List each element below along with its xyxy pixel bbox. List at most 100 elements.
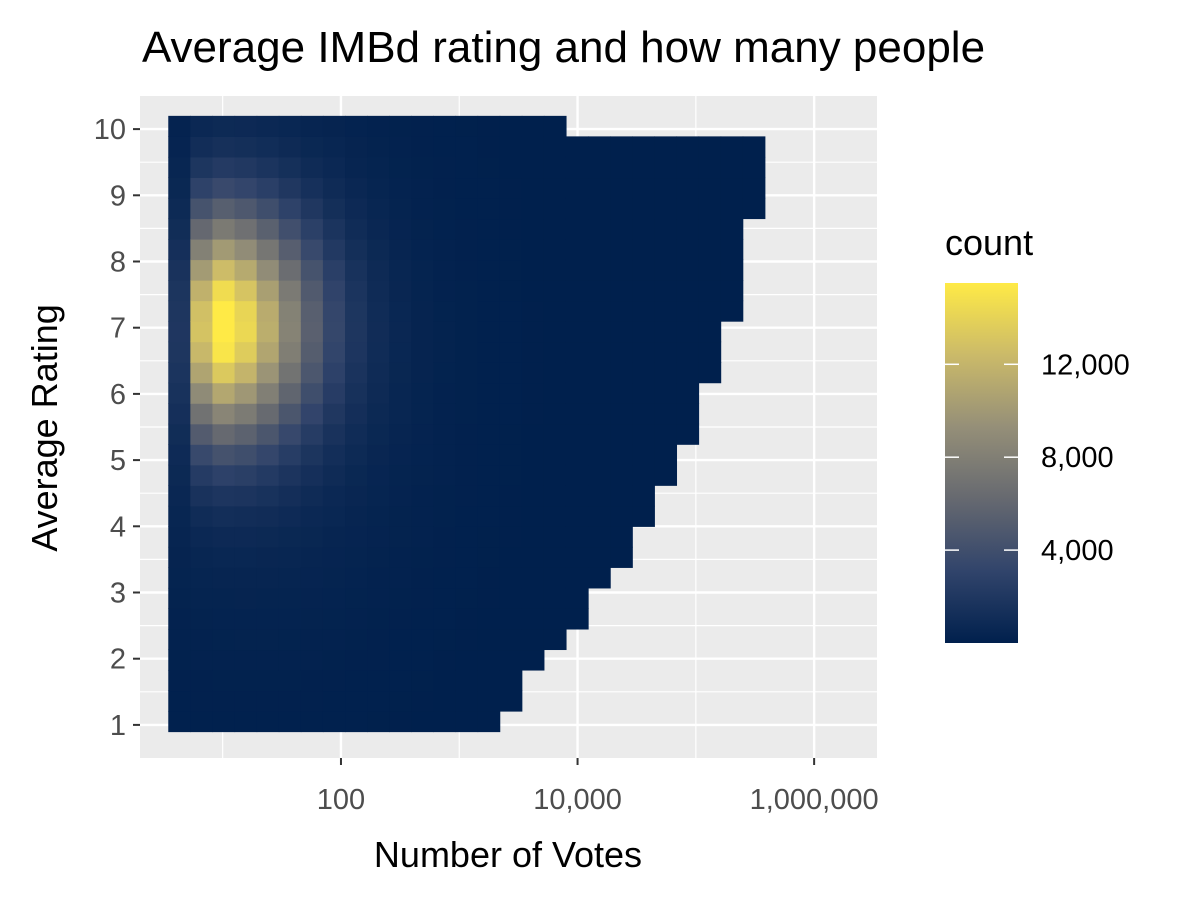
heatmap-tile: [632, 423, 655, 445]
heatmap-tile: [477, 259, 501, 281]
heatmap-tile: [168, 238, 191, 261]
heatmap-tile: [322, 238, 346, 261]
heatmap-tile: [278, 567, 302, 589]
heatmap-tile: [676, 382, 700, 404]
heatmap-tile: [411, 690, 434, 712]
heatmap-tile: [433, 382, 457, 404]
heatmap-tile: [698, 136, 722, 158]
heatmap-tile: [300, 649, 324, 671]
heatmap-tile: [212, 690, 236, 712]
heatmap-tile: [676, 197, 700, 220]
x-tick-label: 100: [317, 784, 365, 816]
heatmap-tile: [367, 608, 390, 630]
heatmap-tile: [676, 423, 700, 445]
heatmap-tile: [300, 587, 324, 609]
heatmap-tile: [588, 485, 611, 507]
heatmap-tile: [256, 238, 280, 261]
heatmap-tile: [632, 505, 655, 527]
heatmap-tile: [588, 280, 611, 302]
heatmap-tile: [565, 546, 589, 568]
legend-tick-label: 12,000: [1041, 349, 1130, 381]
heatmap-tile: [168, 649, 191, 671]
heatmap-tile: [212, 669, 236, 692]
heatmap-tile: [212, 546, 236, 568]
heatmap-tile: [322, 300, 346, 322]
heatmap-tile: [190, 238, 214, 261]
heatmap-tile: [168, 382, 191, 404]
heatmap-tile: [433, 115, 457, 137]
heatmap-tile: [610, 362, 633, 384]
heatmap-tile: [190, 321, 214, 343]
heatmap-tile: [499, 485, 523, 507]
chart-title: Average IMBd rating and how many people: [142, 23, 985, 72]
heatmap-tile: [543, 177, 567, 199]
heatmap-tile: [477, 485, 501, 507]
heatmap-tile: [212, 649, 236, 671]
heatmap-tile: [720, 177, 744, 199]
heatmap-tile: [234, 238, 258, 261]
heatmap-tile: [212, 197, 236, 220]
heatmap-tile: [212, 136, 236, 158]
heatmap-tile: [455, 628, 479, 651]
heatmap-tile: [565, 526, 589, 548]
heatmap-tile: [433, 690, 457, 712]
heatmap-tile: [455, 362, 479, 384]
heatmap-tile: [190, 444, 214, 466]
heatmap-tile: [543, 505, 567, 527]
heatmap-tile: [632, 136, 655, 158]
heatmap-tile: [543, 628, 567, 651]
heatmap-tile: [543, 526, 567, 548]
heatmap-tile: [278, 628, 302, 651]
heatmap-tile: [698, 362, 722, 384]
heatmap-tile: [212, 505, 236, 527]
heatmap-tile: [543, 608, 567, 630]
heatmap-tile: [256, 423, 280, 445]
heatmap-tile: [610, 464, 633, 486]
heatmap-tile: [278, 197, 302, 220]
heatmap-tile: [256, 444, 280, 466]
heatmap-tile: [256, 177, 280, 199]
heatmap-tile: [234, 567, 258, 589]
heatmap-tile: [588, 546, 611, 568]
heatmap-tile: [411, 259, 434, 281]
heatmap-tile: [389, 690, 412, 712]
heatmap-tile: [389, 382, 412, 404]
heatmap-tile: [455, 669, 479, 692]
heatmap-tile: [190, 526, 214, 548]
heatmap-tile: [588, 218, 611, 240]
heatmap-tile: [477, 669, 501, 692]
heatmap-tile: [256, 403, 280, 425]
heatmap-tile: [543, 403, 567, 425]
heatmap-tile: [367, 321, 390, 343]
heatmap-tile: [433, 526, 457, 548]
heatmap-tile: [300, 628, 324, 651]
heatmap-tile: [565, 156, 589, 179]
heatmap-tile: [565, 587, 589, 609]
heatmap-tile: [345, 362, 368, 384]
heatmap-tile: [521, 587, 545, 609]
heatmap-tile: [300, 197, 324, 220]
heatmap-tile: [543, 423, 567, 445]
heatmap-tile: [565, 423, 589, 445]
heatmap-tile: [389, 341, 412, 363]
heatmap-tile: [190, 403, 214, 425]
heatmap-tile: [543, 218, 567, 240]
heatmap-tile: [698, 259, 722, 281]
heatmap-tile: [543, 197, 567, 220]
heatmap-tile: [367, 505, 390, 527]
heatmap-tile: [499, 280, 523, 302]
heatmap-tile: [389, 444, 412, 466]
heatmap-tile: [676, 300, 700, 322]
heatmap-tile: [389, 649, 412, 671]
heatmap-tile: [322, 382, 346, 404]
heatmap-tile: [632, 238, 655, 261]
heatmap-tile: [654, 280, 678, 302]
heatmap-tile: [345, 587, 368, 609]
heatmap-tile: [168, 546, 191, 568]
heatmap-tile: [345, 669, 368, 692]
heatmap-tile: [212, 567, 236, 589]
heatmap-tile: [433, 238, 457, 261]
heatmap-tile: [411, 711, 434, 733]
heatmap-tile: [322, 218, 346, 240]
heatmap-tile: [389, 280, 412, 302]
